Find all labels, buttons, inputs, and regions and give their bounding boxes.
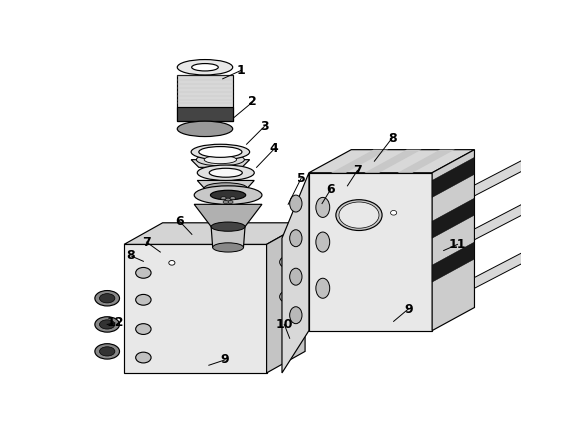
Polygon shape [397, 150, 455, 173]
Polygon shape [309, 173, 432, 331]
Text: 7: 7 [353, 164, 362, 177]
Polygon shape [432, 150, 475, 331]
Ellipse shape [209, 168, 242, 177]
Polygon shape [432, 198, 475, 238]
Ellipse shape [95, 291, 120, 306]
Ellipse shape [279, 257, 292, 267]
Ellipse shape [390, 210, 397, 215]
Text: 1: 1 [237, 64, 246, 77]
Text: 10: 10 [275, 318, 293, 331]
Ellipse shape [136, 267, 151, 278]
Text: 11: 11 [449, 238, 467, 251]
Polygon shape [282, 173, 309, 373]
Polygon shape [309, 150, 475, 173]
Ellipse shape [95, 317, 120, 332]
Ellipse shape [169, 260, 175, 265]
Ellipse shape [204, 156, 236, 164]
Ellipse shape [569, 229, 578, 234]
Ellipse shape [99, 347, 115, 356]
Ellipse shape [221, 197, 226, 200]
Ellipse shape [198, 165, 254, 181]
Ellipse shape [194, 186, 262, 204]
Ellipse shape [211, 222, 245, 231]
Ellipse shape [279, 291, 292, 302]
Polygon shape [475, 178, 573, 240]
Ellipse shape [336, 200, 382, 231]
Text: 7: 7 [142, 235, 151, 249]
Ellipse shape [192, 64, 218, 71]
Polygon shape [124, 223, 305, 244]
Ellipse shape [316, 278, 330, 298]
Polygon shape [331, 150, 388, 173]
Polygon shape [177, 75, 233, 121]
Polygon shape [475, 226, 573, 288]
Polygon shape [191, 160, 250, 167]
Ellipse shape [177, 60, 233, 75]
Text: 4: 4 [270, 142, 279, 155]
Polygon shape [364, 150, 421, 173]
Ellipse shape [99, 320, 115, 329]
Polygon shape [475, 134, 573, 196]
Text: 12: 12 [106, 316, 124, 329]
Text: 6: 6 [175, 215, 184, 228]
Ellipse shape [569, 137, 578, 141]
Text: 6: 6 [326, 183, 335, 196]
Ellipse shape [136, 295, 151, 305]
Ellipse shape [228, 200, 233, 203]
Ellipse shape [196, 154, 245, 166]
Text: 5: 5 [297, 172, 306, 185]
Text: 2: 2 [248, 95, 257, 109]
Ellipse shape [569, 181, 578, 185]
Polygon shape [198, 181, 254, 188]
Ellipse shape [316, 232, 330, 252]
Text: 8: 8 [388, 132, 396, 145]
Ellipse shape [290, 307, 302, 324]
Polygon shape [211, 227, 245, 247]
Ellipse shape [571, 230, 576, 232]
Ellipse shape [225, 198, 231, 201]
Ellipse shape [136, 324, 151, 335]
Polygon shape [432, 158, 475, 198]
Ellipse shape [230, 197, 235, 200]
Text: 3: 3 [260, 120, 268, 133]
Ellipse shape [571, 182, 576, 184]
Ellipse shape [571, 138, 576, 140]
Polygon shape [124, 244, 267, 373]
Ellipse shape [177, 121, 233, 137]
Ellipse shape [191, 144, 250, 160]
Ellipse shape [223, 200, 228, 203]
Polygon shape [177, 107, 233, 121]
Ellipse shape [99, 294, 115, 303]
Ellipse shape [204, 183, 248, 194]
Ellipse shape [339, 202, 379, 228]
Ellipse shape [316, 198, 330, 218]
Ellipse shape [210, 190, 246, 200]
Ellipse shape [95, 344, 120, 359]
Polygon shape [267, 223, 305, 373]
Text: 9: 9 [404, 303, 413, 316]
Ellipse shape [199, 146, 242, 158]
Ellipse shape [290, 195, 302, 212]
Polygon shape [194, 204, 262, 227]
Text: 8: 8 [127, 249, 135, 263]
Ellipse shape [290, 268, 302, 285]
Polygon shape [432, 242, 475, 282]
Ellipse shape [213, 243, 243, 252]
Text: 9: 9 [221, 353, 229, 366]
Ellipse shape [290, 230, 302, 247]
Ellipse shape [136, 352, 151, 363]
